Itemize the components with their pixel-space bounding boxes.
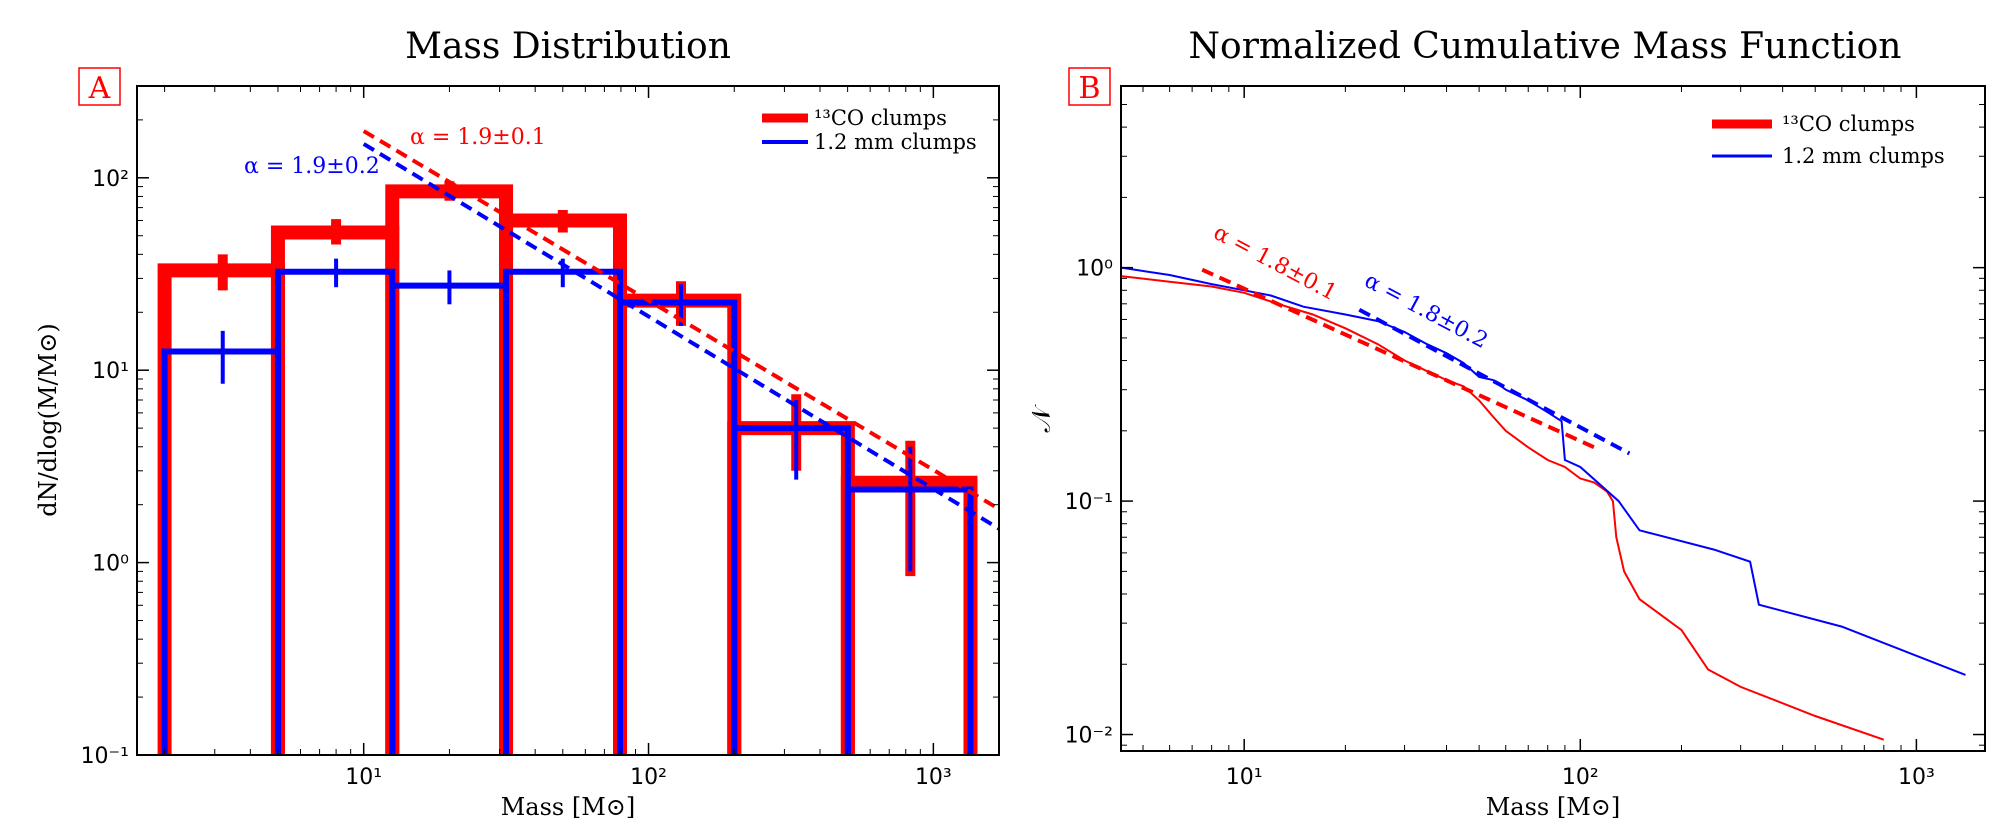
legend-b-label-0: ¹³CO clumps — [1782, 112, 1915, 136]
panel-a-ylabel: dN/dlog(M/M⊙) — [34, 323, 62, 516]
panel-b-fit-label-red: α = 1.8±0.1 — [1209, 220, 1341, 306]
panel-a-ticks: 10¹ 10² 10³ 10⁻¹ 10⁰ 10¹ 10² — [81, 86, 999, 790]
cmf-line-co — [1121, 275, 1885, 741]
cmf-fit-line-mm — [1358, 308, 1631, 456]
panel-a-letter-box: A — [78, 67, 121, 106]
y-tick-label-b-1: 10⁻¹ — [1065, 490, 1113, 515]
legend-b-label-1: 1.2 mm clumps — [1782, 144, 1945, 168]
legend-a-label-1: 1.2 mm clumps — [814, 130, 977, 154]
legend-a-label-0: ¹³CO clumps — [814, 106, 947, 130]
panel-b-letter-box: B — [1068, 67, 1111, 106]
panel-a-axes-frame — [136, 85, 1000, 756]
y-tick-label-b-0: 10⁻² — [1065, 724, 1113, 749]
hist-bar-co-5 — [727, 421, 855, 755]
x-tick-label-a-1: 10² — [630, 765, 667, 790]
hist-bar-co-1 — [270, 225, 400, 755]
panel-b-title: Normalized Cumulative Mass Function — [1189, 26, 1902, 67]
hist-bar-mm-0 — [161, 348, 281, 755]
hist-bar-co-4 — [612, 293, 742, 755]
hist-bar-mm-2 — [389, 282, 510, 755]
y-tick-label-a-0: 10⁻¹ — [81, 744, 129, 769]
x-tick-label-b-1: 10² — [1562, 765, 1599, 790]
fit-line-mm — [362, 142, 999, 531]
panel-b-letter: B — [1078, 71, 1100, 106]
panel-a-fit-label-blue: α = 1.9±0.2 — [244, 154, 380, 179]
hist-bar-mm-3 — [503, 268, 623, 755]
panel-a-xlabel: Mass [M⊙] — [501, 793, 636, 821]
x-tick-label-b-2: 10³ — [1898, 765, 1935, 790]
panel-a-title: Mass Distribution — [405, 26, 731, 67]
hist-bar-co-3 — [499, 213, 627, 755]
panel-b-axes-frame — [1120, 85, 1986, 752]
panel-b-fit-label-blue: α = 1.8±0.2 — [1360, 268, 1492, 354]
hist-bar-mm-4 — [616, 299, 738, 755]
x-tick-label-b-0: 10¹ — [1226, 765, 1263, 790]
panel-b-legend: ¹³CO clumps 1.2 mm clumps — [1712, 112, 1945, 168]
hist-bar-mm-1 — [274, 268, 396, 755]
panel-b-ticks: 10¹ 10² 10³ 10⁻² 10⁻¹ 10⁰ — [1065, 86, 1985, 790]
panel-b-ylabel: 𝒩 — [1027, 403, 1057, 432]
panel-a-fit-label-red: α = 1.9±0.1 — [410, 125, 546, 150]
panel-b-plot-area — [1121, 266, 1966, 741]
cmf-line-mm — [1121, 266, 1966, 676]
panel-b-xlabel: Mass [M⊙] — [1486, 793, 1621, 821]
y-tick-label-a-1: 10⁰ — [92, 552, 129, 577]
panel-a-letter: A — [88, 71, 111, 106]
hist-bar-mm-5 — [731, 425, 851, 755]
panel-a-plot-area — [157, 129, 999, 755]
panel-b: Normalized Cumulative Mass Function B 10… — [1027, 26, 1986, 821]
x-tick-label-a-2: 10³ — [915, 765, 952, 790]
x-tick-label-a-0: 10¹ — [345, 765, 382, 790]
fit-line-co — [362, 129, 999, 511]
y-tick-label-a-3: 10² — [92, 167, 129, 192]
y-tick-label-a-2: 10¹ — [92, 359, 129, 384]
panel-a: Mass Distribution A 10¹ 10² 10³10⁻¹10⁰10¹1… — [34, 26, 1000, 821]
cmf-fit-line-co — [1201, 267, 1596, 450]
y-tick-label-b-2: 10⁰ — [1076, 257, 1113, 282]
